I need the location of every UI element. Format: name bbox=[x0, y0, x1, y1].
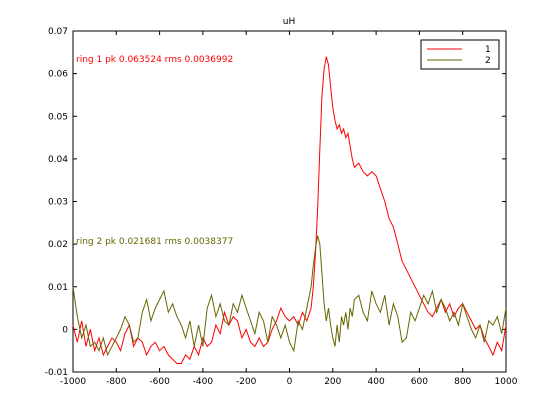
x-tick-label: 1000 bbox=[495, 377, 518, 387]
legend-box bbox=[420, 39, 500, 70]
y-tick-label: 0.02 bbox=[48, 240, 68, 250]
x-tick-label: 0 bbox=[287, 377, 293, 387]
chart-title: uH bbox=[283, 17, 295, 27]
y-axis: -0.01 0 0.01 0.02 0.03 0.04 0.05 0.06 0.07 bbox=[45, 27, 506, 378]
x-tick-label: 200 bbox=[324, 377, 341, 387]
x-tick-label: -1000 bbox=[60, 377, 86, 387]
y-tick-label: 0.03 bbox=[48, 198, 68, 208]
x-tick-label: -400 bbox=[193, 377, 214, 387]
legend-label: 1 bbox=[485, 45, 491, 55]
x-tick-label: 600 bbox=[411, 377, 428, 387]
y-tick-label: 0.06 bbox=[48, 70, 68, 80]
series-annotation: ring 2 pk 0.021681 rms 0.0038377 bbox=[76, 237, 233, 247]
annotations: ring 1 pk 0.063524 rms 0.0036992 ring 2 p… bbox=[76, 55, 233, 247]
y-tick-label: -0.01 bbox=[45, 368, 68, 378]
y-tick-label: 0 bbox=[62, 325, 68, 335]
series-annotation: ring 1 pk 0.063524 rms 0.0036992 bbox=[76, 55, 233, 65]
x-tick-label: -600 bbox=[149, 377, 170, 387]
y-tick-label: 0.01 bbox=[48, 283, 68, 293]
legend-label: 2 bbox=[485, 56, 491, 66]
series-lines bbox=[72, 56, 507, 364]
x-tick-label: -200 bbox=[236, 377, 257, 387]
plot-area bbox=[72, 30, 507, 373]
series-line-1 bbox=[72, 56, 507, 364]
x-axis: -1000 -800 -600 -400 -200 0 200 400 600 800 1000 bbox=[60, 31, 518, 387]
legend: 12 bbox=[420, 39, 500, 70]
x-tick-label: 800 bbox=[454, 377, 471, 387]
y-tick-label: 0.04 bbox=[48, 155, 68, 165]
series-line-2 bbox=[72, 235, 507, 357]
y-tick-label: 0.05 bbox=[48, 112, 68, 122]
y-tick-label: 0.07 bbox=[48, 27, 68, 37]
x-tick-label: 400 bbox=[368, 377, 385, 387]
x-tick-label: -800 bbox=[106, 377, 127, 387]
